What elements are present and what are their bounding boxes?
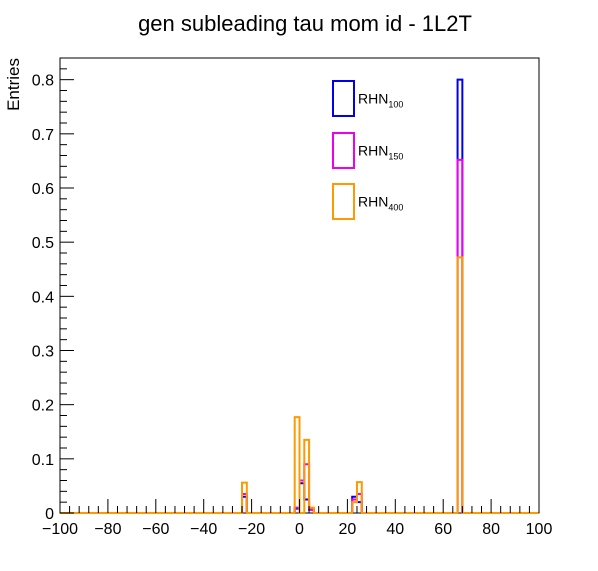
y-tick-label: 0.7 bbox=[32, 127, 54, 144]
y-tick-label: 0.2 bbox=[32, 398, 54, 415]
axis-ticks bbox=[59, 68, 540, 514]
legend-label-150: RHN150 bbox=[358, 143, 403, 162]
chart-title: gen subleading tau mom id - 1L2T bbox=[138, 11, 472, 36]
series-400-line bbox=[60, 256, 539, 514]
x-tick-label: 40 bbox=[386, 521, 404, 538]
legend-swatch-100 bbox=[332, 80, 355, 117]
x-tick-label: 20 bbox=[339, 521, 357, 538]
x-tick-labels: −100 −80 −60 −40 −20 0 20 40 60 80 100 bbox=[42, 521, 552, 538]
x-tick-label: −60 bbox=[142, 521, 169, 538]
legend-label-100: RHN100 bbox=[358, 91, 403, 110]
legend: RHN100 RHN150 RHN400 bbox=[332, 80, 403, 220]
x-tick-label: 0 bbox=[295, 521, 304, 538]
x-tick-label: 60 bbox=[434, 521, 452, 538]
x-tick-label: −20 bbox=[238, 521, 265, 538]
legend-label-400: RHN400 bbox=[358, 194, 403, 213]
series-layer bbox=[60, 78, 539, 514]
legend-swatch-150 bbox=[332, 132, 355, 169]
x-tick-label: 80 bbox=[482, 521, 500, 538]
legend-swatch-400 bbox=[332, 183, 355, 220]
y-tick-label: 0.8 bbox=[32, 73, 54, 90]
x-tick-label: −40 bbox=[190, 521, 217, 538]
y-axis-label: Entries bbox=[4, 58, 23, 111]
y-tick-label: 0.6 bbox=[32, 181, 54, 198]
y-tick-label: 0.5 bbox=[32, 235, 54, 252]
x-tick-label: −80 bbox=[94, 521, 121, 538]
y-tick-labels: 0 0.1 0.2 0.3 0.4 0.5 0.6 0.7 0.8 bbox=[32, 73, 54, 523]
y-tick-label: 0.1 bbox=[32, 452, 54, 469]
x-tick-label: 100 bbox=[526, 521, 553, 538]
x-tick-label: −100 bbox=[42, 521, 78, 538]
y-tick-label: 0.4 bbox=[32, 289, 54, 306]
y-tick-label: 0 bbox=[45, 506, 54, 523]
y-tick-label: 0.3 bbox=[32, 344, 54, 361]
